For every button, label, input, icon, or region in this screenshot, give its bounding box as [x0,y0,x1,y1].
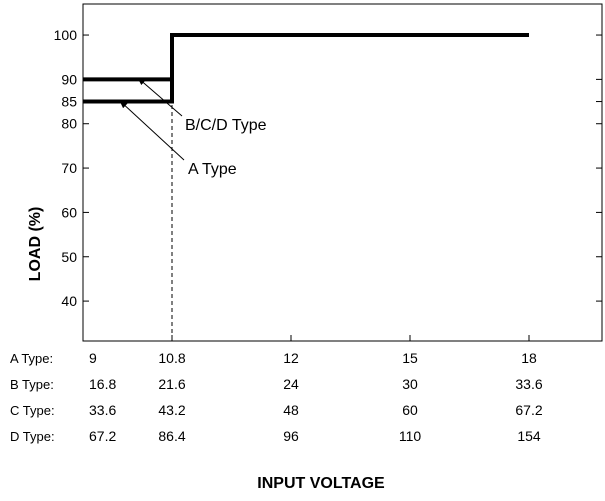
x-axis-title: INPUT VOLTAGE [257,475,385,492]
series-annotations: B/C/D Type A Type [119,77,267,178]
y-axis-title: LOAD (%) [27,207,44,282]
series-label: A Type [188,161,237,178]
y-axis-ticks [83,34,602,302]
table-cell: 33.6 [515,376,542,392]
annotation-arrow [137,77,183,117]
y-tick-label: 85 [61,94,77,110]
table-cell: 12 [283,350,299,366]
series-layer [83,33,529,104]
y-tick-label: 50 [61,249,77,265]
series-line [83,33,529,104]
table-cell: 9 [89,350,97,366]
table-row-label: C Type: [10,403,55,418]
annotation-arrow [119,100,185,161]
table-cell: 24 [283,376,299,392]
table-cell: 16.8 [89,376,116,392]
table-cell: 10.8 [158,350,185,366]
y-tick-label: 40 [61,293,77,309]
table-cell: 48 [283,402,299,418]
series-label: B/C/D Type [185,117,267,134]
y-tick-label: 100 [54,27,78,43]
table-cell: 60 [402,402,418,418]
voltage-table: A Type: 9 10.8 12 15 18 B Type: 16.8 21.6 24 30 33.… [10,350,543,444]
table-cell: 33.6 [89,402,116,418]
table-cell: 96 [283,428,299,444]
table-cell: 18 [521,350,537,366]
table-cell: 43.2 [158,402,185,418]
y-axis-tick-labels: 40 50 60 70 80 85 90 100 [54,27,78,309]
table-cell: 21.6 [158,376,185,392]
table-cell: 110 [399,428,422,444]
table-row-label: A Type: [10,351,53,366]
table-cell: 67.2 [515,402,542,418]
table-row-label: B Type: [10,377,54,392]
y-tick-label: 80 [61,116,77,132]
plot-frame [82,3,603,342]
table-cell: 15 [402,350,418,366]
table-cell: 30 [402,376,418,392]
y-tick-label: 70 [61,160,77,176]
series-line [83,33,529,82]
table-row-label: D Type: [10,429,55,444]
table-cell: 154 [517,428,541,444]
table-cell: 86.4 [158,428,185,444]
y-tick-label: 90 [61,71,77,87]
x-axis-ticks [82,335,530,341]
table-cell: 67.2 [89,428,116,444]
y-tick-label: 60 [61,204,77,220]
